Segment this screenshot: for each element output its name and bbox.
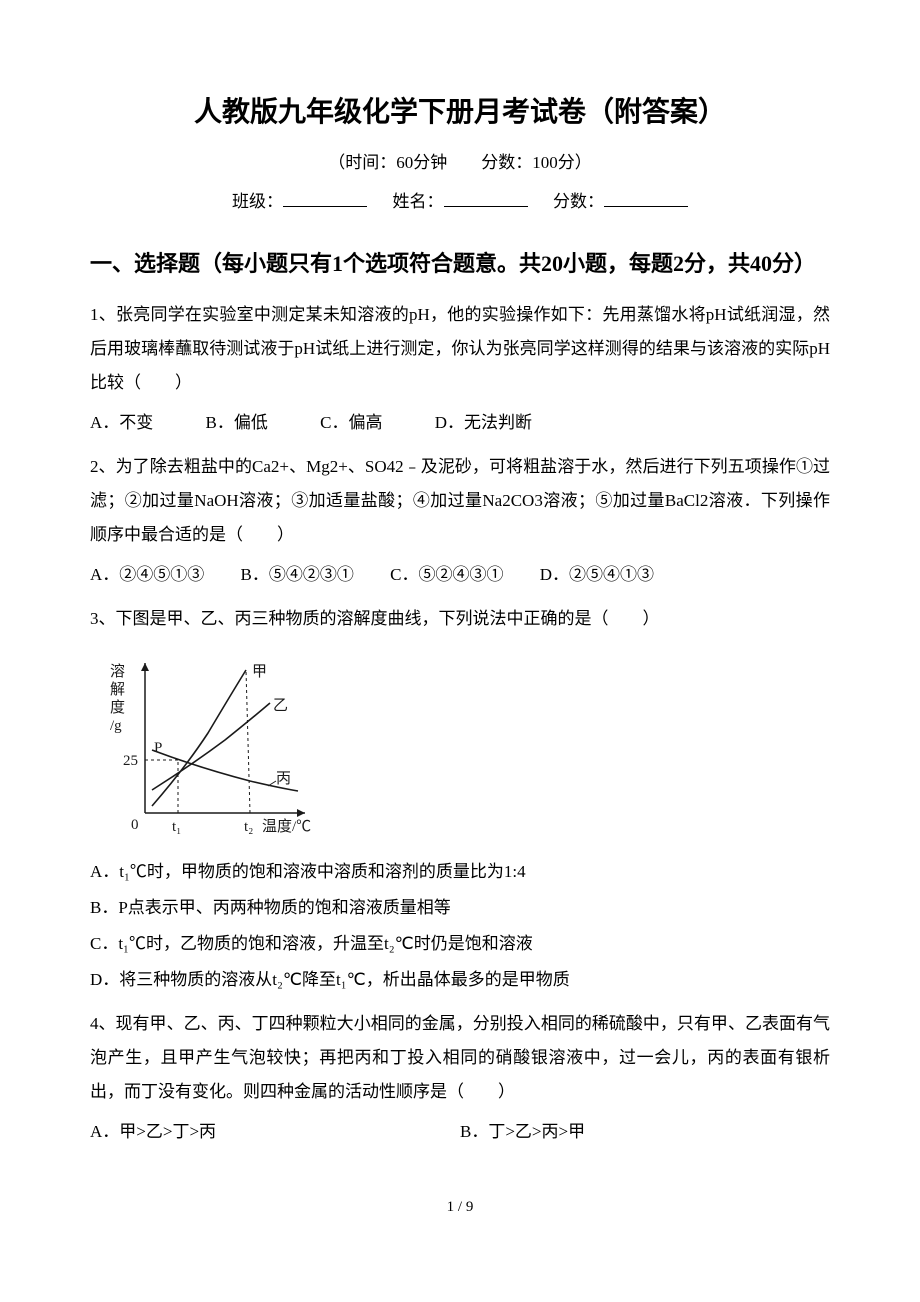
q2-text: 为了除去粗盐中的Ca2+、Mg2+、SO42﹣及泥砂，可将粗盐溶于水，然后进行下… [90,457,830,544]
q4-text: 现有甲、乙、丙、丁四种颗粒大小相同的金属，分别投入相同的稀硫酸中，只有甲、乙表面… [90,1014,830,1101]
q2-num: 2、 [90,457,116,476]
q1-opt-d: D．无法判断 [435,406,532,440]
q2-opt-d: D．②⑤④①③ [540,558,654,592]
q2-opt-a: A．②④⑤①③ [90,558,204,592]
q2-opt-c: C．⑤②④③① [390,558,503,592]
q2-opt-b: B．⑤④②③① [241,558,354,592]
question-4: 4、现有甲、乙、丙、丁四种颗粒大小相同的金属，分别投入相同的稀硫酸中，只有甲、乙… [90,1007,830,1109]
class-blank [283,189,367,207]
svg-text:0: 0 [131,817,139,833]
svg-text:t₁: t₁ [172,819,181,835]
svg-text:丙: 丙 [276,771,291,787]
svg-text:/g: /g [110,718,122,734]
exam-title: 人教版九年级化学下册月考试卷（附答案） [90,90,830,130]
svg-text:度: 度 [110,699,125,716]
q4-num: 4、 [90,1014,116,1033]
q3-text: 下图是甲、乙、丙三种物质的溶解度曲线，下列说法中正确的是（ ） [116,609,660,628]
q1-text: 张亮同学在实验室中测定某未知溶液的pH，他的实验操作如下：先用蒸馏水将pH试纸润… [90,305,830,392]
score-blank [604,189,688,207]
class-label: 班级： [232,192,283,211]
svg-text:溶: 溶 [110,663,125,680]
fill-fields: 班级： 姓名： 分数： [90,187,830,212]
svg-text:温度/℃: 温度/℃ [262,818,311,835]
q3-num: 3、 [90,609,116,628]
q1-opt-b: B．偏低 [206,406,268,440]
q1-num: 1、 [90,305,116,324]
question-3: 3、下图是甲、乙、丙三种物质的溶解度曲线，下列说法中正确的是（ ） [90,602,830,636]
time-meta: （时间：60分钟 分数：100分） [90,148,830,173]
q3-opt-c: C．t₁℃时，乙物质的饱和溶液，升温至t₂℃时仍是饱和溶液 [90,927,830,961]
question-1: 1、张亮同学在实验室中测定某未知溶液的pH，他的实验操作如下：先用蒸馏水将pH试… [90,298,830,400]
q3-options: A．t₁℃时，甲物质的饱和溶液中溶质和溶剂的质量比为1:4 B．P点表示甲、丙两… [90,855,830,997]
solubility-chart: 溶解度/g 25 0 t₁ t₂ 温度/℃ 甲乙丙 P [90,648,830,843]
q1-opt-c: C．偏高 [320,406,382,440]
svg-text:乙: 乙 [273,698,288,714]
score-label: 分数： [553,192,604,211]
q3-opt-b: B．P点表示甲、丙两种物质的饱和溶液质量相等 [90,891,830,925]
svg-text:甲: 甲 [252,664,267,680]
q2-options: A．②④⑤①③ B．⑤④②③① C．⑤②④③① D．②⑤④①③ [90,558,830,592]
name-label: 姓名： [393,192,444,211]
q3-opt-d: D．将三种物质的溶液从t₂℃降至t₁℃，析出晶体最多的是甲物质 [90,963,830,997]
solubility-curve-svg: 溶解度/g 25 0 t₁ t₂ 温度/℃ 甲乙丙 P [90,648,320,838]
q1-options: A．不变 B．偏低 C．偏高 D．无法判断 [90,406,830,440]
q4-options: A．甲>乙>丁>丙 B．丁>乙>丙>甲 [90,1115,830,1149]
svg-text:25: 25 [123,753,138,769]
svg-text:t₂: t₂ [244,819,253,835]
q1-opt-a: A．不变 [90,406,153,440]
q3-opt-a: A．t₁℃时，甲物质的饱和溶液中溶质和溶剂的质量比为1:4 [90,855,830,889]
q4-opt-b: B．丁>乙>丙>甲 [460,1115,830,1149]
question-2: 2、为了除去粗盐中的Ca2+、Mg2+、SO42﹣及泥砂，可将粗盐溶于水，然后进… [90,450,830,552]
svg-text:P: P [154,740,162,756]
name-blank [444,189,528,207]
svg-text:解: 解 [110,681,125,698]
page-number: 1 / 9 [90,1199,830,1216]
section-heading: 一、选择题（每小题只有1个选项符合题意。共20小题，每题2分，共40分） [90,240,830,288]
q4-opt-a: A．甲>乙>丁>丙 [90,1115,460,1149]
